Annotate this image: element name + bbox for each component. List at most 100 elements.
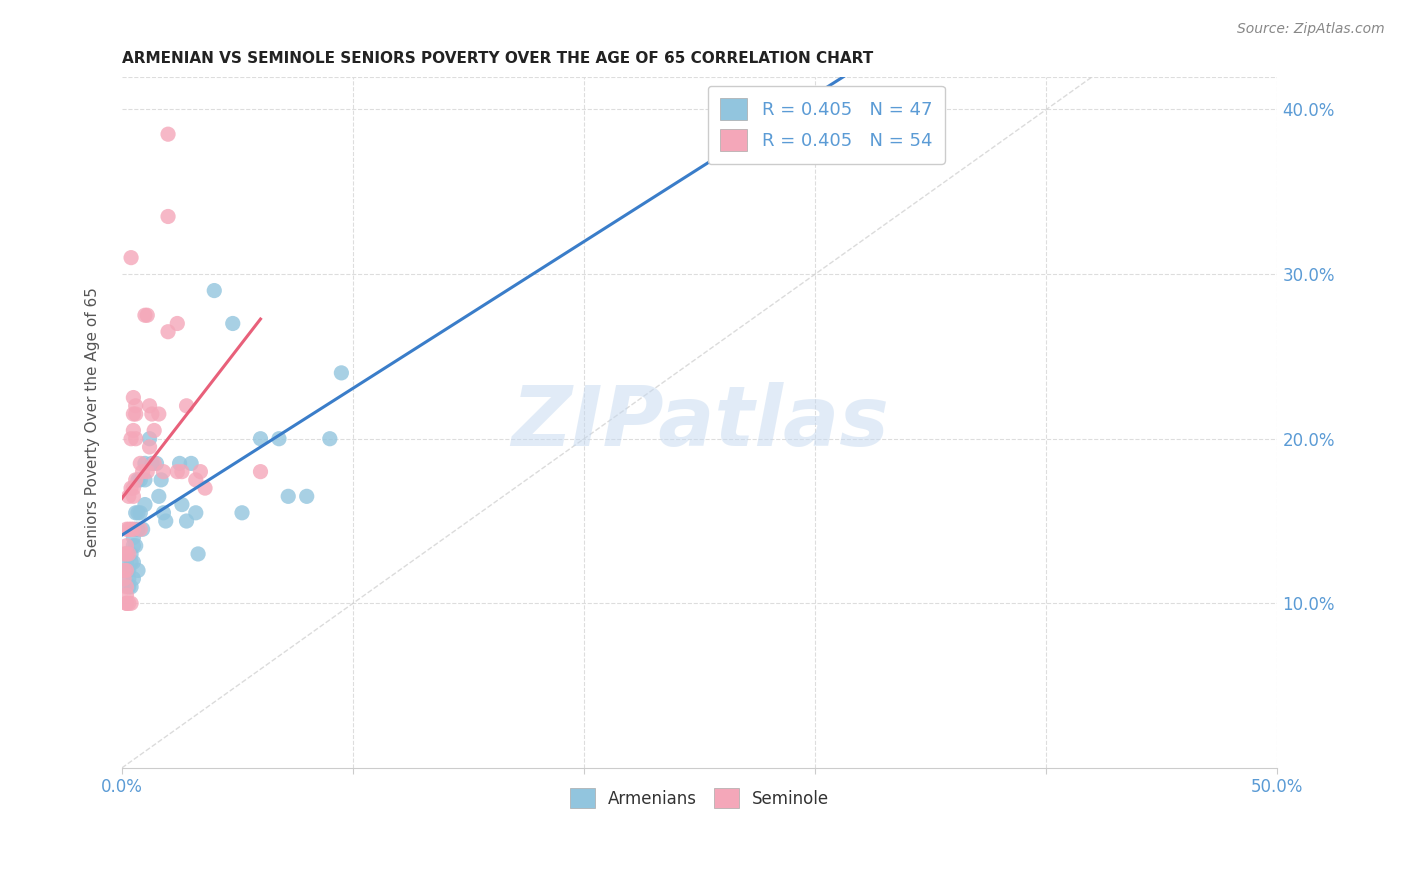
Y-axis label: Seniors Poverty Over the Age of 65: Seniors Poverty Over the Age of 65 (86, 287, 100, 558)
Point (150, 473, 173, 487)
Point (120, 547, 142, 561)
Point (115, 539, 138, 553)
Point (127, 506, 149, 520)
Point (115, 596, 138, 610)
Point (166, 317, 188, 331)
Point (122, 424, 145, 438)
Point (134, 457, 156, 471)
Point (176, 399, 198, 413)
Point (155, 514, 177, 528)
Point (170, 465, 193, 479)
Point (141, 407, 163, 421)
Point (131, 465, 153, 479)
Point (134, 498, 156, 512)
Point (127, 522, 149, 536)
Point (125, 432, 148, 446)
Point (184, 473, 207, 487)
Point (166, 465, 188, 479)
Point (152, 465, 174, 479)
Point (176, 514, 198, 528)
Point (122, 531, 145, 545)
Point (120, 580, 142, 594)
Point (267, 432, 290, 446)
Point (170, 498, 193, 512)
Point (319, 432, 342, 446)
Point (127, 563, 149, 577)
Point (118, 572, 141, 586)
Point (157, 127, 180, 141)
Point (112, 547, 135, 561)
Point (115, 547, 138, 561)
Point (134, 473, 156, 487)
Point (134, 308, 156, 322)
Point (112, 572, 135, 586)
Point (330, 366, 353, 380)
Point (190, 465, 212, 479)
Point (143, 424, 166, 438)
Point (169, 457, 191, 471)
Point (122, 391, 145, 405)
Point (118, 522, 141, 536)
Point (115, 555, 138, 569)
Point (115, 563, 138, 577)
Point (157, 210, 180, 224)
Text: ARMENIAN VS SEMINOLE SENIORS POVERTY OVER THE AGE OF 65 CORRELATION CHART: ARMENIAN VS SEMINOLE SENIORS POVERTY OVE… (122, 51, 873, 66)
Point (157, 325, 180, 339)
Point (122, 489, 145, 503)
Text: ZIPatlas: ZIPatlas (510, 382, 889, 463)
Point (120, 432, 142, 446)
Point (120, 522, 142, 536)
Point (131, 522, 153, 536)
Point (120, 596, 142, 610)
Point (187, 547, 209, 561)
Point (249, 465, 271, 479)
Point (129, 457, 152, 471)
Point (141, 457, 163, 471)
Point (129, 473, 152, 487)
Point (125, 522, 148, 536)
Point (231, 506, 253, 520)
Point (125, 407, 148, 421)
Point (127, 473, 149, 487)
Point (115, 547, 138, 561)
Point (118, 580, 141, 594)
Point (122, 555, 145, 569)
Point (122, 572, 145, 586)
Point (129, 522, 152, 536)
Point (118, 547, 141, 561)
Point (138, 432, 160, 446)
Point (143, 457, 166, 471)
Point (136, 308, 159, 322)
Point (115, 596, 138, 610)
Point (138, 399, 160, 413)
Point (122, 539, 145, 553)
Point (115, 580, 138, 594)
Point (180, 457, 202, 471)
Point (125, 473, 148, 487)
Point (122, 481, 145, 495)
Point (295, 489, 318, 503)
Point (112, 563, 135, 577)
Point (125, 399, 148, 413)
Point (125, 539, 148, 553)
Point (115, 522, 138, 536)
Point (136, 465, 159, 479)
Point (125, 506, 148, 520)
Point (120, 251, 142, 265)
Text: Source: ZipAtlas.com: Source: ZipAtlas.com (1237, 22, 1385, 37)
Point (148, 407, 170, 421)
Point (138, 440, 160, 454)
Point (120, 555, 142, 569)
Point (222, 317, 245, 331)
Point (122, 407, 145, 421)
Point (194, 481, 217, 495)
Point (115, 588, 138, 602)
Point (129, 506, 152, 520)
Point (152, 506, 174, 520)
Point (118, 489, 141, 503)
Point (249, 432, 271, 446)
Point (120, 481, 142, 495)
Legend: Armenians, Seminole: Armenians, Seminole (564, 781, 837, 815)
Point (118, 596, 141, 610)
Point (148, 489, 170, 503)
